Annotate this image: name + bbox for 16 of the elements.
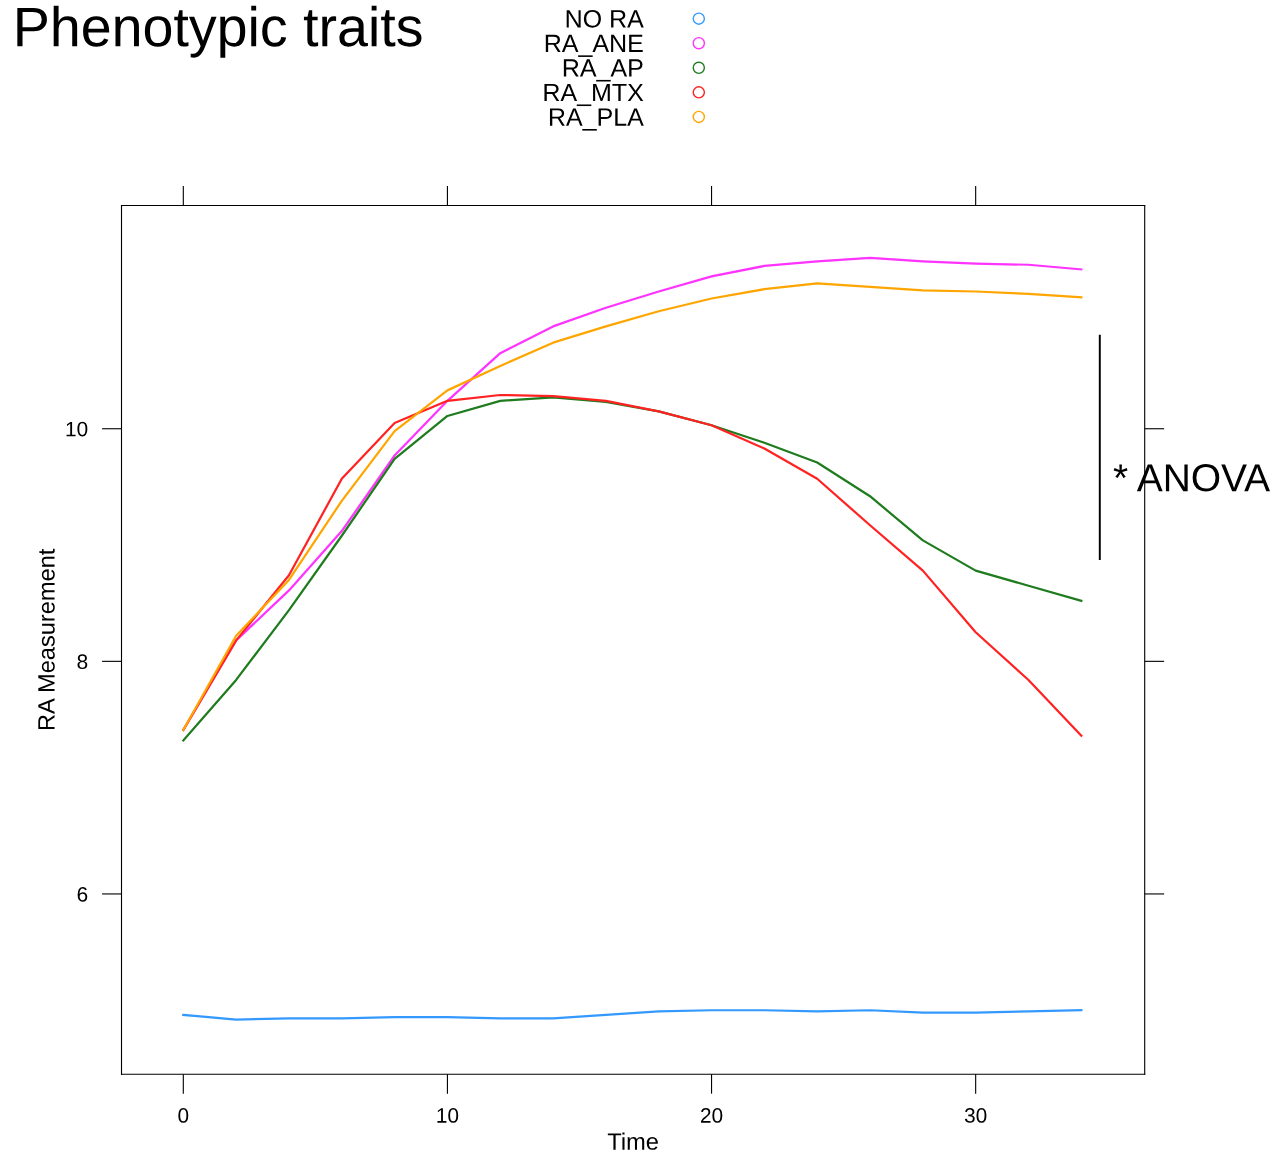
x-tick-label: 20: [701, 1108, 723, 1123]
y-axis-title: RA Measurement: [38, 548, 55, 730]
x-tick-label: 10: [437, 1108, 459, 1123]
x-tick-label: 0: [178, 1108, 189, 1123]
legend-label: RA_PLA: [549, 108, 644, 131]
y-tick-label: 6: [77, 886, 88, 902]
x-tick-label: 30: [964, 1108, 987, 1123]
chart-title: Phenotypic traits: [17, 5, 422, 58]
legend-label: NO RA: [566, 9, 644, 28]
x-axis-title: Time: [607, 1132, 658, 1150]
legend-label: RA_MTX: [544, 83, 644, 107]
legend-label: RA_ANE: [545, 34, 643, 57]
y-tick-label: 10: [66, 421, 88, 437]
legend-label: RA_AP: [563, 59, 643, 82]
line-series: [182, 1009, 1083, 1021]
y-tick-label: 8: [77, 654, 88, 670]
